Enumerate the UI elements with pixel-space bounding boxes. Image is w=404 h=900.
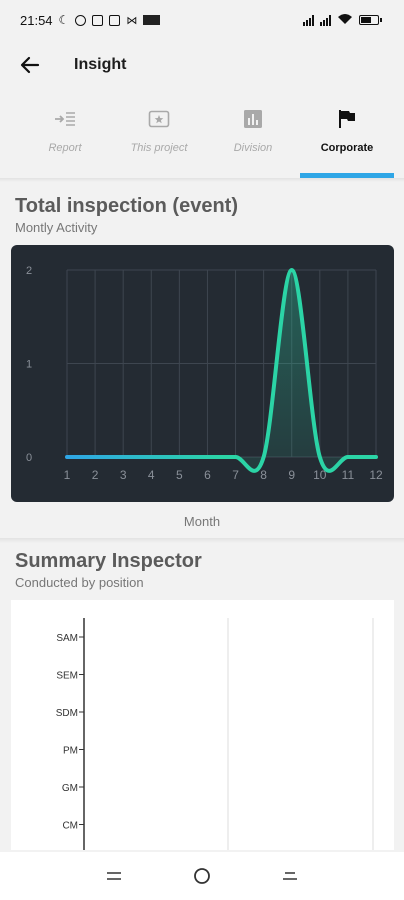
signal-icon <box>320 14 331 26</box>
tab-corporate[interactable]: Corporate <box>300 98 394 178</box>
system-nav-bar <box>0 852 404 900</box>
app-bar: Insight <box>0 40 404 90</box>
x-axis-caption: Month <box>183 514 221 529</box>
category-label: SEM <box>56 671 78 682</box>
back-button[interactable] <box>10 45 50 85</box>
y-tick-label: 0 <box>26 452 32 464</box>
category-label: GM <box>62 783 78 794</box>
y-tick-label: 2 <box>26 265 32 277</box>
tab-label: This project <box>130 142 188 154</box>
home-circle-icon <box>194 868 210 884</box>
tab-active-indicator <box>300 173 394 178</box>
category-label: PM <box>63 746 78 757</box>
flag-icon <box>338 108 356 130</box>
y-tick-label: 1 <box>26 359 32 371</box>
category-label: SAM <box>56 633 78 644</box>
page-title: Insight <box>74 56 127 73</box>
tabs-divider <box>0 178 404 182</box>
summary-bar-chart: SAM SEM SDM PM GM CM <box>11 600 394 850</box>
indent-icon <box>54 108 76 130</box>
ticket-star-icon <box>148 108 170 130</box>
bar-chart-icon <box>243 108 263 130</box>
status-bar: 21:54 ☾ ⋈ <box>0 0 404 40</box>
summary-chart-svg: SAM SEM SDM PM GM CM <box>56 618 374 850</box>
media-icon <box>143 15 161 25</box>
x-tick-label: 10 <box>313 468 327 482</box>
tab-bar: Report This project Division <box>0 98 404 178</box>
menu-icon <box>107 872 121 880</box>
alarm-icon <box>75 14 87 26</box>
tab-label: Report <box>48 142 82 154</box>
moon-icon: ☾ <box>58 13 70 27</box>
x-tick-label: 3 <box>120 468 127 482</box>
arrow-left-icon <box>20 56 40 74</box>
x-tick-label: 11 <box>342 468 355 482</box>
menu-button[interactable] <box>94 856 134 896</box>
status-left: 21:54 ☾ ⋈ <box>20 12 161 28</box>
back-lines-icon <box>283 872 297 880</box>
summary-subtitle: Conducted by position <box>15 575 144 590</box>
x-tick-label: 4 <box>148 468 155 482</box>
x-tick-label: 12 <box>369 468 383 482</box>
inspection-subtitle: Montly Activity <box>15 220 98 235</box>
x-tick-label: 5 <box>176 468 183 482</box>
x-tick-label: 9 <box>288 468 295 482</box>
x-tick-label: 1 <box>64 468 71 482</box>
summary-title: Summary Inspector <box>15 550 202 572</box>
x-tick-label: 8 <box>260 468 267 482</box>
tab-label: Corporate <box>320 142 374 154</box>
status-right <box>303 13 382 28</box>
x-tick-label: 2 <box>92 468 99 482</box>
category-label: CM <box>62 821 78 832</box>
battery-icon <box>359 15 382 25</box>
series-line <box>65 268 378 473</box>
area-fill <box>67 270 376 471</box>
section-divider <box>0 538 404 543</box>
tab-report[interactable]: Report <box>18 98 112 178</box>
mail-icon: ⋈ <box>126 14 138 27</box>
category-label: SDM <box>56 708 78 719</box>
app-notification-icon <box>109 14 121 26</box>
status-time: 21:54 <box>20 12 53 28</box>
tab-this-project[interactable]: This project <box>112 98 206 178</box>
inspection-line-chart: 0 1 2 1 2 3 4 5 6 7 8 9 10 11 12 <box>11 245 394 502</box>
home-button[interactable] <box>182 856 222 896</box>
inspection-title: Total inspection (event) <box>15 195 238 217</box>
x-tick-label: 7 <box>232 468 239 482</box>
x-tick-label: 6 <box>204 468 211 482</box>
tab-division[interactable]: Division <box>206 98 300 178</box>
signal-icon <box>303 14 314 26</box>
notification-icon <box>92 14 104 26</box>
tab-label: Division <box>233 142 273 154</box>
back-nav-button[interactable] <box>270 856 310 896</box>
wifi-icon <box>337 13 353 28</box>
